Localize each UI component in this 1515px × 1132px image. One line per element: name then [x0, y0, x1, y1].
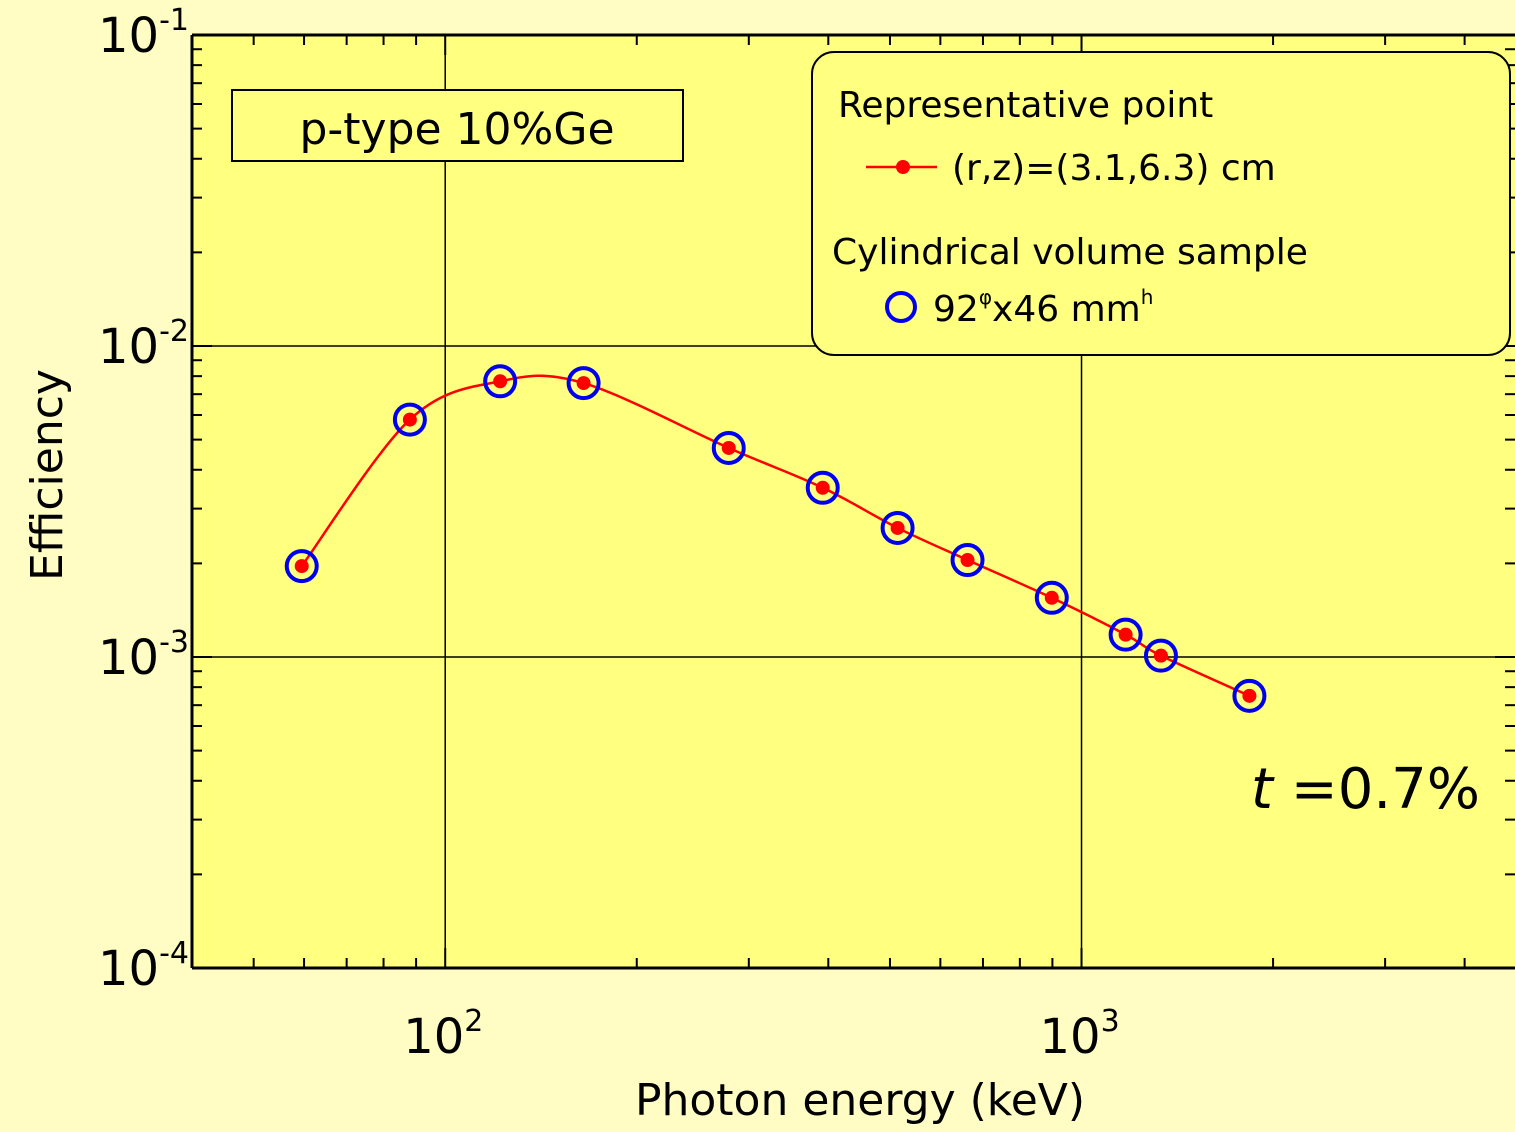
y-tick-label: 10-2 [98, 314, 189, 375]
cyl-sample-point [566, 366, 601, 401]
legend-series1-marker [896, 160, 910, 174]
x-tick-label: 103 [1040, 1004, 1120, 1065]
cyl-sample-point [950, 543, 985, 578]
y-tick-label: 10-1 [98, 3, 189, 64]
legend-box [811, 51, 1511, 356]
cyl-sample-point [1232, 678, 1267, 713]
y-tick-labels: 10-1 10-2 10-3 10-4 [98, 3, 189, 997]
rep-point [815, 480, 830, 495]
rep-point [890, 520, 905, 535]
x-tick-labels: 102 103 [403, 1004, 1119, 1065]
rep-point [294, 559, 309, 574]
sample-label-box: p-type 10%Ge [231, 89, 684, 162]
cyl-sample-point [1143, 638, 1178, 673]
x-axis-title: Photon energy (keV) [635, 1075, 1085, 1126]
cyl-sample-point [284, 549, 319, 584]
cyl-sample-point [1108, 617, 1143, 652]
y-tick-label: 10-3 [98, 625, 189, 686]
rep-point [493, 374, 508, 389]
rep-point [1044, 590, 1059, 605]
rep-point [721, 440, 736, 455]
legend-series2-marker [885, 291, 917, 323]
x-tick-label: 102 [403, 1004, 483, 1065]
legend-series1-label: (r,z)=(3.1,6.3) cm [952, 148, 1276, 189]
cyl-sample-point [880, 510, 915, 545]
sample-label: p-type 10%Ge [299, 104, 614, 155]
cyl-sample-point [392, 402, 427, 437]
series-group [284, 364, 1267, 713]
y-axis-title: Efficiency [22, 369, 73, 581]
cyl-sample-point [483, 364, 518, 399]
y-tick-label: 10-4 [98, 936, 189, 997]
rep-point [576, 376, 591, 391]
rep-point [402, 412, 417, 427]
cyl-sample-point [805, 470, 840, 505]
rep-point [960, 553, 975, 568]
legend-group2-title: Cylindrical volume sample [832, 232, 1308, 273]
legend-group1-title: Representative point [838, 85, 1213, 126]
legend-series2-label: 92φx46 mmh [933, 285, 1153, 330]
legend: Representative point (r,z)=(3.1,6.3) cm … [811, 51, 1511, 356]
rep-point [1118, 627, 1133, 642]
annotation-t: t =0.7% [1251, 757, 1480, 822]
rep-point [1153, 648, 1168, 663]
rep-point [1242, 688, 1257, 703]
cyl-sample-point [711, 430, 746, 465]
cyl-sample-point [1034, 580, 1069, 615]
